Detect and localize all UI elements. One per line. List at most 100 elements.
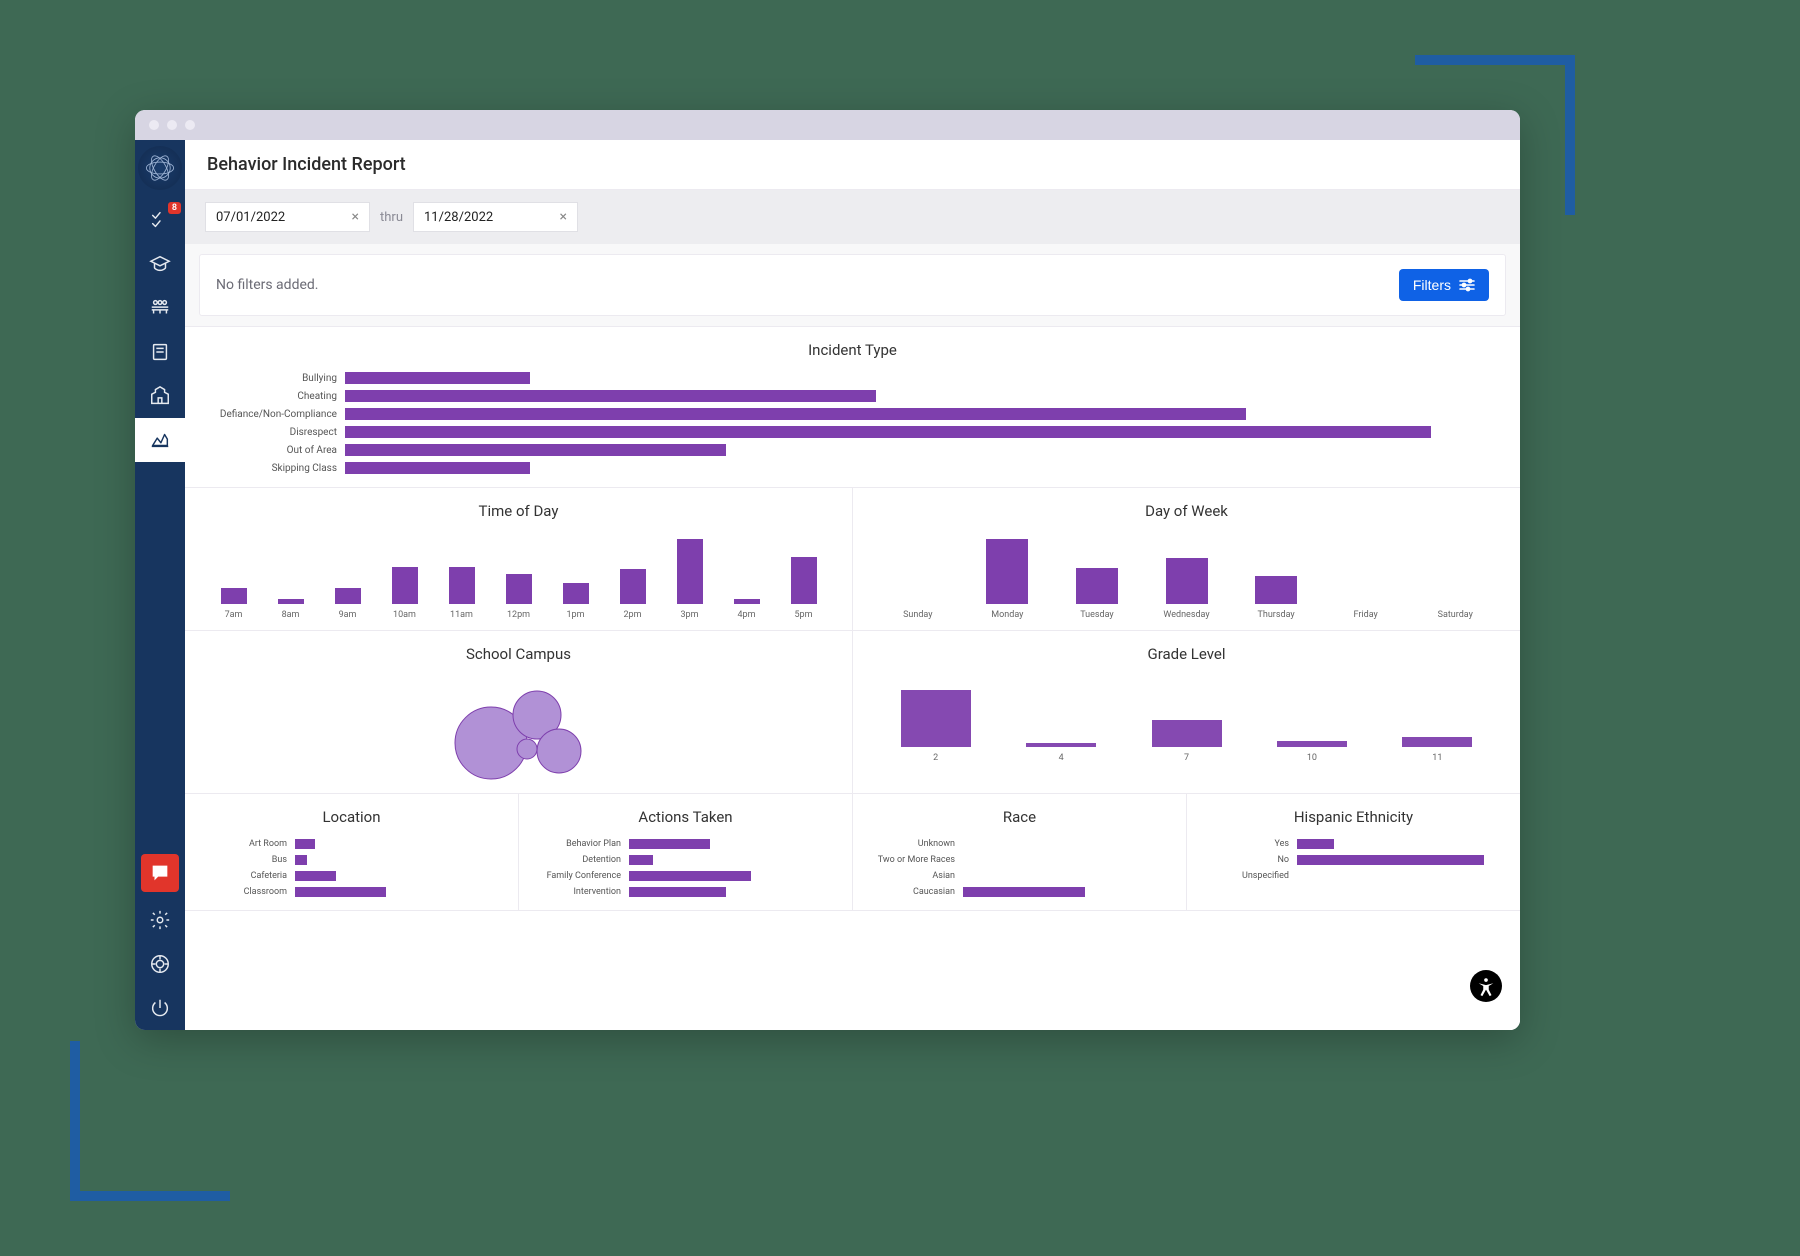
vbar-label: 8am [282, 610, 300, 620]
vbar-label: Sunday [903, 610, 932, 620]
sidebar-item-chat[interactable] [141, 854, 179, 892]
hbar-row[interactable]: Disrespect [205, 423, 1500, 441]
hbar-row[interactable]: Detention [539, 852, 832, 868]
bubble[interactable] [537, 729, 581, 773]
date-to-input[interactable]: 11/28/2022 × [413, 202, 578, 232]
chart-incident-type: Incident Type Bullying Cheating Defiance/N… [185, 327, 1520, 488]
date-from-input[interactable]: 07/01/2022 × [205, 202, 370, 232]
vbar-label: 7 [1184, 753, 1189, 763]
hbar-row[interactable]: Bus [205, 852, 498, 868]
chart-title: Incident Type [205, 341, 1500, 359]
sidebar-item-settings[interactable] [135, 898, 185, 942]
thru-label: thru [380, 210, 403, 225]
hbar-row[interactable]: Unspecified [1207, 868, 1500, 884]
vbar-col[interactable]: 11 [1375, 737, 1500, 764]
hbar-row[interactable]: No [1207, 852, 1500, 868]
hbar-row[interactable]: Unknown [873, 836, 1166, 852]
vbar-col[interactable]: 2pm [604, 569, 661, 620]
vbar-label: Wednesday [1163, 610, 1209, 620]
chart-school-campus: School Campus [185, 631, 853, 794]
vbar-col[interactable]: 11am [433, 567, 490, 620]
chat-icon [149, 862, 171, 884]
vbar-col[interactable]: Saturday [1410, 604, 1500, 620]
chart-title: Grade Level [873, 645, 1500, 663]
filters-row: No filters added. Filters [199, 254, 1506, 316]
hbar-row[interactable]: Art Room [205, 836, 498, 852]
sidebar-item-power[interactable] [135, 986, 185, 1030]
bubble[interactable] [517, 739, 537, 759]
hbar-fill [629, 839, 710, 849]
hbar-label: Unspecified [1207, 871, 1297, 881]
sidebar-item-help[interactable] [135, 942, 185, 986]
hbar-fill [295, 839, 315, 849]
vbar-col[interactable]: Tuesday [1052, 568, 1142, 620]
vbar-label: 9am [339, 610, 357, 620]
hbar-row[interactable]: Caucasian [873, 884, 1166, 900]
vbar-col[interactable]: 8am [262, 599, 319, 620]
filters-button-label: Filters [1413, 277, 1451, 293]
clear-date-from-icon[interactable]: × [352, 209, 359, 225]
hbar-row[interactable]: Intervention [539, 884, 832, 900]
hbar-row[interactable]: Out of Area [205, 441, 1500, 459]
bubble-chart[interactable] [419, 673, 619, 783]
sidebar-item-checklist[interactable]: 8 [135, 198, 185, 242]
filters-button[interactable]: Filters [1399, 269, 1489, 301]
hbar-row[interactable]: Skipping Class [205, 459, 1500, 477]
vbar-fill [1026, 743, 1096, 748]
vbar-label: 2pm [623, 610, 641, 620]
hbar-label: Classroom [205, 887, 295, 897]
vbar-col[interactable]: 3pm [661, 539, 718, 620]
hbar-row[interactable]: Yes [1207, 836, 1500, 852]
sidebar-item-book[interactable] [135, 330, 185, 374]
window-dot [167, 120, 177, 130]
hbar-label: Intervention [539, 887, 629, 897]
vbar-col[interactable]: 10am [376, 567, 433, 620]
decorative-corner-bl [70, 1041, 230, 1201]
chart-race: Race UnknownTwo or More RacesAsianCaucas… [853, 794, 1187, 911]
hbar-fill [345, 372, 530, 384]
hbar-row[interactable]: Asian [873, 868, 1166, 884]
sidebar-item-graduation[interactable] [135, 242, 185, 286]
chart-title: School Campus [205, 645, 832, 663]
vbar-col[interactable]: 4 [998, 743, 1123, 764]
sidebar-item-reports[interactable] [135, 418, 185, 462]
vbar-col[interactable]: 4pm [718, 599, 775, 620]
vbar-col[interactable]: 1pm [547, 583, 604, 620]
vbar-col[interactable]: 7 [1124, 720, 1249, 763]
hbar-row[interactable]: Family Conference [539, 868, 832, 884]
hbar-label: Bullying [205, 373, 345, 384]
vbar-col[interactable]: Sunday [873, 604, 963, 620]
hbar-label: Defiance/Non-Compliance [205, 409, 345, 420]
vbar-col[interactable]: Wednesday [1142, 558, 1232, 620]
hbar-label: Cheating [205, 391, 345, 402]
vbar-label: 12pm [507, 610, 530, 620]
sidebar-item-seating[interactable] [135, 286, 185, 330]
vbar-col[interactable]: 12pm [490, 574, 547, 620]
vbar-col[interactable]: 10 [1249, 741, 1374, 763]
school-icon [149, 385, 171, 407]
vbar-label: 11 [1432, 753, 1442, 763]
hbar-row[interactable]: Two or More Races [873, 852, 1166, 868]
accessibility-button[interactable] [1470, 970, 1502, 1002]
vbar-col[interactable]: 5pm [775, 557, 832, 620]
vbar-col[interactable]: 2 [873, 690, 998, 763]
hbar-row[interactable]: Classroom [205, 884, 498, 900]
hbar-row[interactable]: Defiance/Non-Compliance [205, 405, 1500, 423]
hbar-row[interactable]: Cheating [205, 387, 1500, 405]
vbar-col[interactable]: Thursday [1231, 576, 1321, 620]
sidebar-item-school[interactable] [135, 374, 185, 418]
vbar-col[interactable]: 9am [319, 588, 376, 620]
vbar-col[interactable]: Friday [1321, 604, 1411, 620]
vbar-label: Friday [1354, 610, 1378, 620]
app-logo[interactable] [138, 146, 182, 190]
vbar-col[interactable]: Monday [963, 539, 1053, 620]
clear-date-to-icon[interactable]: × [560, 209, 567, 225]
vbar-col[interactable]: 7am [205, 588, 262, 620]
hbar-row[interactable]: Bullying [205, 369, 1500, 387]
book-icon [149, 341, 171, 363]
vbar-label: Saturday [1438, 610, 1473, 620]
hbar-row[interactable]: Behavior Plan [539, 836, 832, 852]
hbar-label: Skipping Class [205, 463, 345, 474]
hbar-row[interactable]: Cafeteria [205, 868, 498, 884]
window-dot [149, 120, 159, 130]
